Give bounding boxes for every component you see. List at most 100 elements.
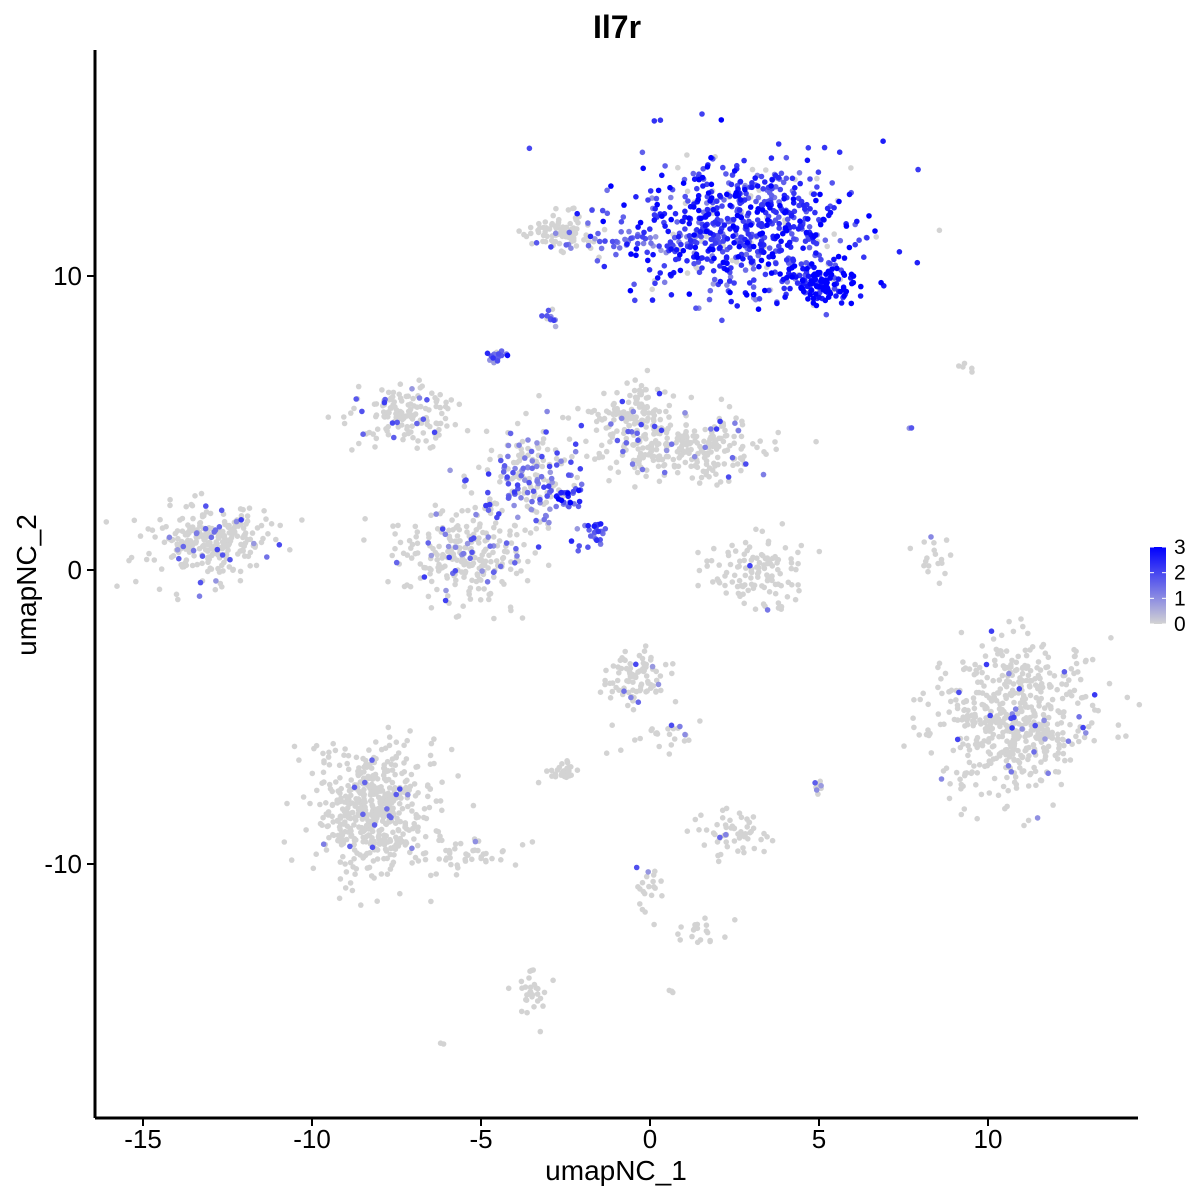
cell-point xyxy=(1052,768,1059,775)
cell-point xyxy=(215,534,222,540)
cell-point xyxy=(709,467,716,474)
cell-point xyxy=(352,814,359,821)
cell-point xyxy=(717,278,724,285)
cell-point xyxy=(218,507,225,514)
cell-point xyxy=(1061,709,1067,715)
cell-point xyxy=(626,228,632,235)
cell-point xyxy=(439,410,445,417)
cell-point xyxy=(713,471,719,478)
cell-point xyxy=(1044,664,1051,670)
cell-point xyxy=(627,661,633,667)
cell-point xyxy=(686,233,693,239)
cell-point xyxy=(703,458,710,464)
cell-point xyxy=(637,735,643,742)
cell-point xyxy=(690,170,697,177)
cell-point xyxy=(1031,749,1037,755)
cell-point xyxy=(766,245,773,251)
cell-point xyxy=(993,697,1000,704)
cell-point xyxy=(1058,781,1065,788)
cell-point xyxy=(564,765,570,772)
cell-point xyxy=(563,224,570,231)
cell-point xyxy=(669,670,675,677)
cell-point xyxy=(1060,750,1067,757)
cell-point xyxy=(714,211,721,217)
cell-point xyxy=(708,557,715,564)
cell-point xyxy=(745,210,752,216)
cell-point xyxy=(585,522,591,529)
cell-point xyxy=(206,539,213,546)
cell-point xyxy=(455,773,461,779)
cell-point xyxy=(244,518,251,524)
cell-point xyxy=(404,426,410,432)
cell-point xyxy=(699,111,705,117)
cell-point xyxy=(811,271,818,278)
cell-point xyxy=(661,279,668,286)
cell-point xyxy=(983,728,989,735)
cell-point xyxy=(215,565,221,572)
cell-point xyxy=(727,244,733,251)
cell-point xyxy=(1022,647,1029,654)
cell-point xyxy=(522,455,528,461)
cell-point xyxy=(114,583,120,589)
cell-point xyxy=(737,455,744,461)
cell-point xyxy=(1006,618,1012,625)
cell-point xyxy=(408,555,415,561)
cell-point xyxy=(829,180,835,186)
cell-point xyxy=(696,827,702,833)
cell-point xyxy=(703,228,710,235)
cell-point xyxy=(970,695,977,701)
cell-point xyxy=(774,300,780,307)
cell-point xyxy=(723,254,730,260)
cell-point xyxy=(972,661,978,668)
cell-point xyxy=(792,596,799,603)
cell-point xyxy=(553,503,559,510)
cell-point xyxy=(672,698,679,705)
cell-point xyxy=(1003,648,1010,654)
cell-point xyxy=(607,465,614,471)
cell-point xyxy=(355,810,362,817)
cell-point xyxy=(732,548,739,554)
cell-point xyxy=(653,689,659,695)
cell-point xyxy=(693,433,700,440)
cell-point xyxy=(718,423,725,429)
cell-point xyxy=(512,523,518,529)
cell-point xyxy=(247,563,253,569)
cell-point xyxy=(1028,770,1034,777)
cell-point xyxy=(678,452,685,458)
cell-point xyxy=(389,394,396,400)
cell-point xyxy=(698,812,704,818)
cell-point xyxy=(377,804,384,810)
cell-point xyxy=(682,226,688,232)
cell-point xyxy=(650,416,657,422)
cell-point xyxy=(524,577,531,584)
cell-point xyxy=(373,413,379,420)
cell-point xyxy=(239,547,246,553)
cell-point xyxy=(498,457,504,464)
cell-point xyxy=(323,847,330,853)
cell-point xyxy=(496,538,503,544)
cell-point xyxy=(716,562,722,568)
cell-point xyxy=(1063,681,1070,688)
cell-point xyxy=(536,392,542,399)
cell-point xyxy=(326,762,333,768)
cell-point xyxy=(597,541,604,547)
cell-point xyxy=(802,238,809,244)
cell-point xyxy=(476,540,482,546)
cell-point xyxy=(831,205,837,211)
cell-point xyxy=(668,292,675,298)
cell-point xyxy=(568,459,574,466)
cell-point xyxy=(199,560,205,567)
cell-point xyxy=(682,208,688,215)
cell-point xyxy=(339,832,346,838)
cell-point xyxy=(444,575,451,581)
cell-point xyxy=(948,698,954,705)
cell-point xyxy=(319,780,325,786)
cell-point xyxy=(300,794,307,800)
cell-point xyxy=(665,453,671,460)
cell-point xyxy=(762,287,768,294)
cell-point xyxy=(982,719,988,726)
cell-point xyxy=(395,424,402,430)
cell-point xyxy=(835,276,842,282)
cell-point xyxy=(714,821,720,828)
cell-point xyxy=(143,556,150,563)
